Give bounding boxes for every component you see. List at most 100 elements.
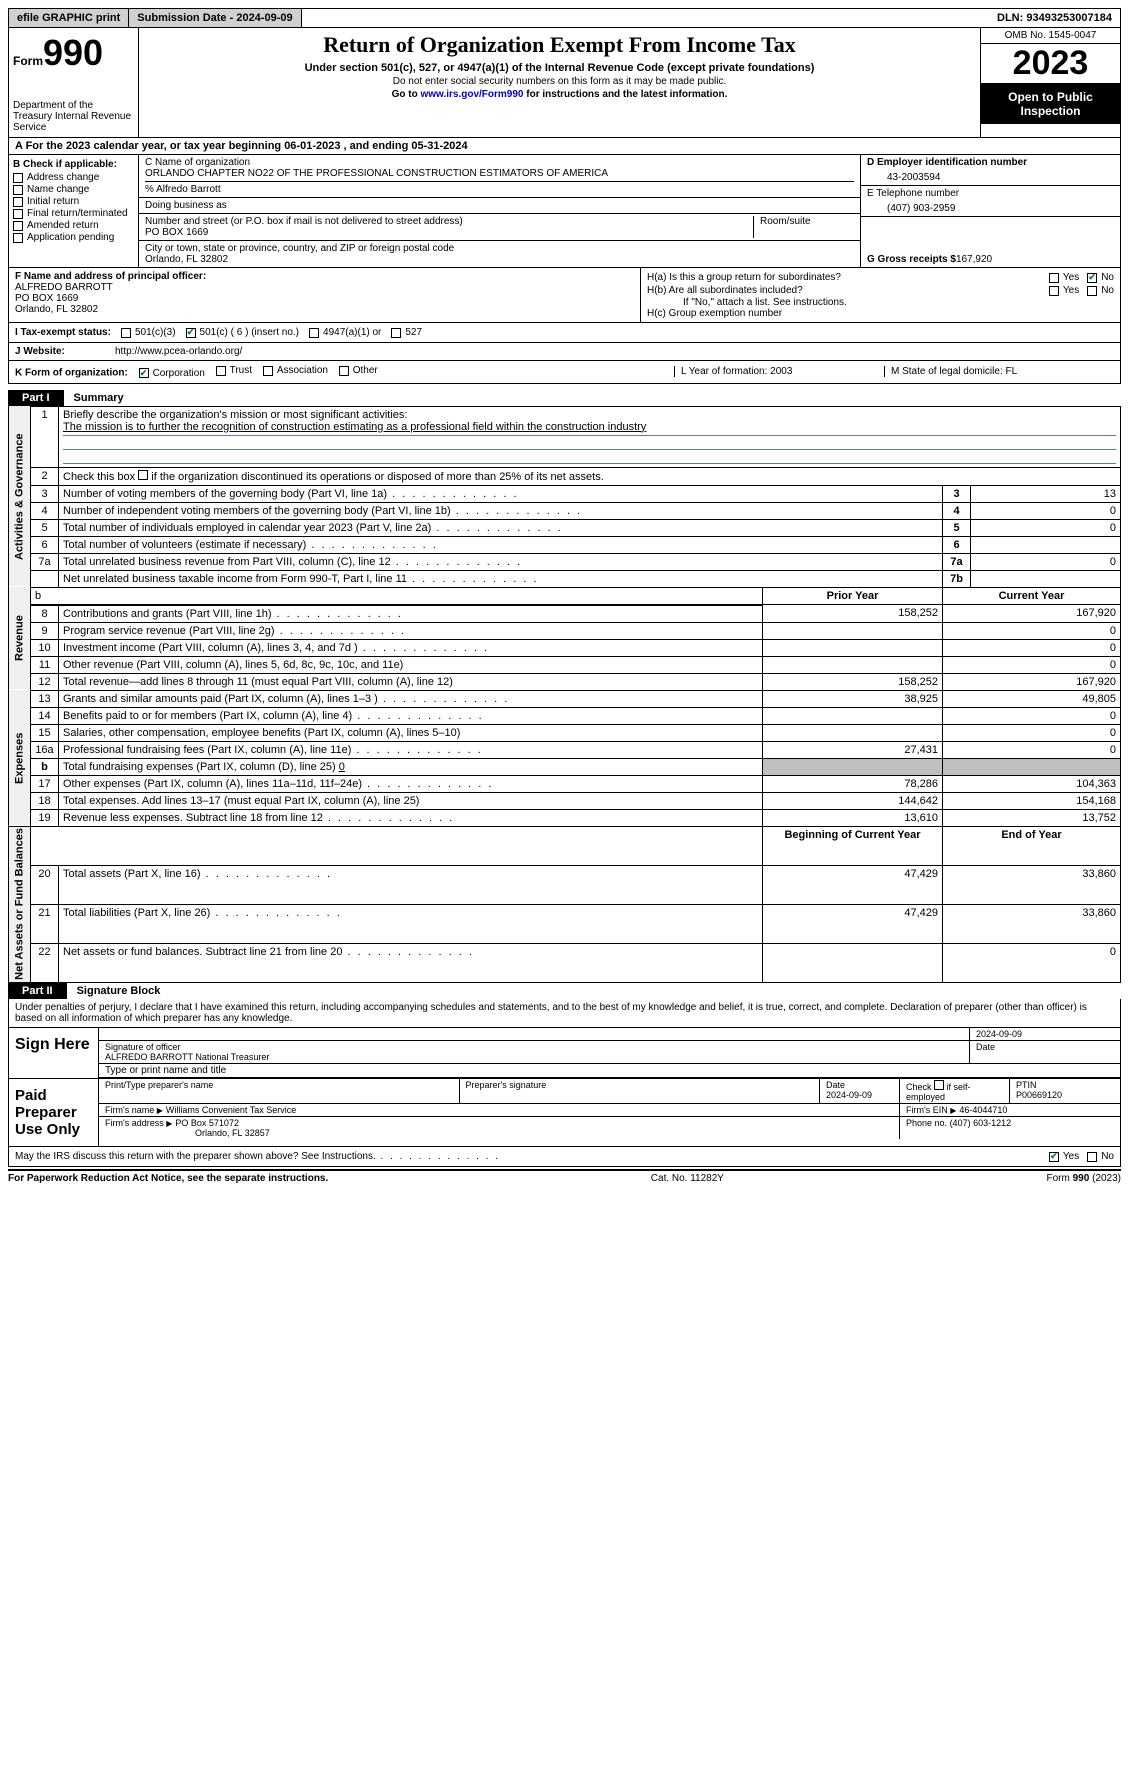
gross-label: G Gross receipts $ — [867, 254, 956, 265]
sig-officer-label: Signature of officer — [105, 1042, 180, 1052]
open-to-public: Open to Public Inspection — [981, 84, 1120, 124]
501c3-checkbox[interactable] — [121, 328, 131, 338]
corporation-checkbox[interactable] — [139, 368, 149, 378]
c15: 0 — [943, 724, 1121, 741]
form-number: Form990 — [13, 32, 134, 74]
website-url: http://www.pcea-orlando.org/ — [115, 346, 242, 357]
irs-link[interactable]: www.irs.gov/Form990 — [420, 89, 523, 100]
name-change-checkbox[interactable] — [13, 185, 23, 195]
phone-label: Phone no. — [906, 1118, 947, 1128]
l20-text: Total assets (Part X, line 16) — [63, 868, 332, 880]
527-checkbox[interactable] — [391, 328, 401, 338]
firm-ein: 46-4044710 — [959, 1105, 1007, 1115]
city-value: Orlando, FL 32802 — [145, 254, 854, 265]
l14-text: Benefits paid to or for members (Part IX… — [63, 710, 484, 722]
ha-no-checkbox[interactable] — [1087, 273, 1097, 283]
trust-checkbox[interactable] — [216, 366, 226, 376]
c13: 49,805 — [943, 690, 1121, 707]
c8: 167,920 — [943, 605, 1121, 623]
p21: 47,429 — [763, 904, 943, 943]
prep-date: 2024-09-09 — [826, 1090, 872, 1100]
501c-checkbox[interactable] — [186, 328, 196, 338]
4947-checkbox[interactable] — [309, 328, 319, 338]
col-end: End of Year — [943, 826, 1121, 865]
l16b-val: 0 — [339, 761, 345, 773]
application-pending-checkbox[interactable] — [13, 233, 23, 243]
dept-label: Department of the Treasury Internal Reve… — [13, 100, 134, 133]
hb-yes-checkbox[interactable] — [1049, 286, 1059, 296]
summary-table: Activities & Governance 1 Briefly descri… — [8, 406, 1121, 984]
city-label: City or town, state or province, country… — [145, 243, 854, 254]
ha-yes-checkbox[interactable] — [1049, 273, 1059, 283]
l2-text: Check this box if the organization disco… — [63, 471, 604, 483]
officer-label: F Name and address of principal officer: — [15, 271, 634, 282]
hc-label: H(c) Group exemption number — [647, 308, 1114, 319]
instructions-note: Go to www.irs.gov/Form990 for instructio… — [143, 89, 976, 100]
firm-name: Williams Convenient Tax Service — [166, 1105, 296, 1115]
amended-return-checkbox[interactable] — [13, 221, 23, 231]
part1-tab: Part I — [8, 390, 64, 406]
discuss-no-checkbox[interactable] — [1087, 1152, 1097, 1162]
year-formation: L Year of formation: 2003 — [674, 366, 874, 377]
l7a-text: Total unrelated business revenue from Pa… — [63, 556, 522, 568]
c18: 154,168 — [943, 792, 1121, 809]
l17-text: Other expenses (Part IX, column (A), lin… — [63, 778, 493, 790]
ptin-value: P00669120 — [1016, 1090, 1062, 1100]
p20: 47,429 — [763, 865, 943, 904]
p18: 144,642 — [763, 792, 943, 809]
l9-text: Program service revenue (Part VIII, line… — [63, 625, 406, 637]
l7a-value: 0 — [971, 553, 1121, 570]
address-change-checkbox[interactable] — [13, 173, 23, 183]
p9 — [763, 622, 943, 639]
l2-checkbox[interactable] — [138, 470, 148, 480]
ein-value: 43-2003594 — [867, 168, 1114, 183]
col-current: Current Year — [943, 587, 1121, 605]
initial-return-checkbox[interactable] — [13, 197, 23, 207]
form-title: Return of Organization Exempt From Incom… — [143, 32, 976, 58]
submission-date: Submission Date - 2024-09-09 — [129, 9, 301, 27]
l4-value: 0 — [971, 502, 1121, 519]
top-toolbar: efile GRAPHIC print Submission Date - 20… — [8, 8, 1121, 28]
discuss-yes-checkbox[interactable] — [1049, 1152, 1059, 1162]
p22 — [763, 944, 943, 983]
footer-right: Form 990 (2023) — [1047, 1173, 1121, 1184]
final-return-checkbox[interactable] — [13, 209, 23, 219]
c17: 104,363 — [943, 775, 1121, 792]
firm-addr1: PO Box 571072 — [175, 1118, 239, 1128]
l19-text: Revenue less expenses. Subtract line 18 … — [63, 812, 454, 824]
l3-text: Number of voting members of the governin… — [63, 488, 519, 500]
efile-print-button[interactable]: efile GRAPHIC print — [9, 9, 129, 27]
tel-label: E Telephone number — [867, 188, 1114, 199]
self-employed-checkbox[interactable] — [934, 1080, 944, 1090]
p10 — [763, 639, 943, 656]
c10: 0 — [943, 639, 1121, 656]
l1-label: Briefly describe the organization's miss… — [63, 409, 407, 421]
other-checkbox[interactable] — [339, 366, 349, 376]
c9: 0 — [943, 622, 1121, 639]
hb-no-checkbox[interactable] — [1087, 286, 1097, 296]
dba-label: Doing business as — [139, 198, 860, 214]
prep-sig-label: Preparer's signature — [460, 1079, 821, 1103]
state-domicile: M State of legal domicile: FL — [884, 366, 1114, 377]
discuss-label: May the IRS discuss this return with the… — [15, 1151, 500, 1162]
p17: 78,286 — [763, 775, 943, 792]
p13: 38,925 — [763, 690, 943, 707]
l5-text: Total number of individuals employed in … — [63, 522, 563, 534]
sig-date: 2024-09-09 — [970, 1028, 1120, 1040]
date-label: Date — [970, 1041, 1120, 1063]
l13-text: Grants and similar amounts paid (Part IX… — [63, 693, 509, 705]
form-subtitle: Under section 501(c), 527, or 4947(a)(1)… — [143, 62, 976, 74]
side-revenue: Revenue — [9, 587, 31, 690]
officer-street: PO BOX 1669 — [15, 293, 634, 304]
p15 — [763, 724, 943, 741]
l10-text: Investment income (Part VIII, column (A)… — [63, 642, 489, 654]
part1-title: Summary — [64, 390, 134, 406]
l16b-text: Total fundraising expenses (Part IX, col… — [63, 761, 339, 773]
website-label: J Website: — [15, 346, 105, 357]
street-value: PO BOX 1669 — [145, 227, 747, 238]
paid-preparer-label: Paid Preparer Use Only — [9, 1079, 99, 1146]
association-checkbox[interactable] — [263, 366, 273, 376]
col-b-checkboxes: B Check if applicable: Address change Na… — [9, 155, 139, 267]
perjury-declaration: Under penalties of perjury, I declare th… — [9, 999, 1120, 1027]
l22-text: Net assets or fund balances. Subtract li… — [63, 946, 474, 958]
